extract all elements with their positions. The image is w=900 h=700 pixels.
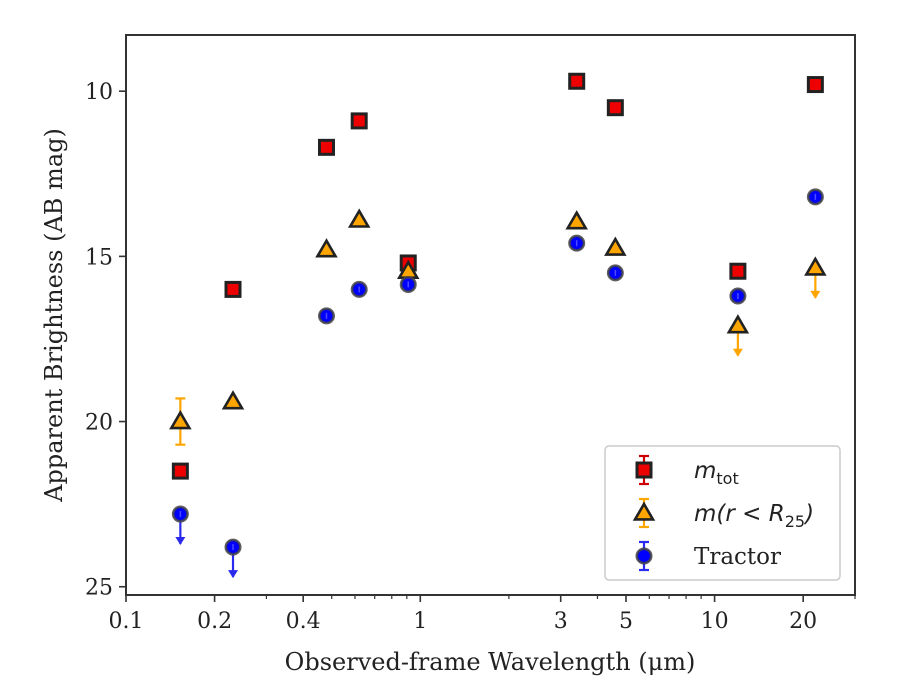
x-axis-label: Observed-frame Wavelength (μm) [285, 648, 696, 676]
y-tick-label: 15 [85, 245, 113, 270]
y-tick-label: 25 [85, 576, 113, 601]
x-tick-label: 5 [619, 609, 633, 634]
series-1-point [565, 210, 588, 230]
series-2-point-upper-limit-head [228, 570, 239, 579]
data-marks [169, 72, 827, 579]
series-1-point-upper-limit-head [732, 348, 743, 357]
series-1-point [726, 314, 750, 334]
legend-label-1: m(r < R25) [694, 501, 814, 531]
series-1-point-upper-limit-head [810, 290, 821, 299]
legend-label-0: mtot [694, 458, 739, 488]
series-0-point [729, 262, 747, 280]
x-tick-label: 3 [554, 609, 568, 634]
y-axis-label: Apparent Brightness (AB mag) [40, 128, 68, 503]
series-1 [169, 208, 827, 446]
series-1-point [804, 256, 827, 276]
series-1-point [315, 238, 338, 258]
series-0-point [606, 99, 624, 117]
series-0-point [350, 112, 368, 130]
legend-label-2: Tractor [694, 544, 781, 570]
series-0 [171, 72, 824, 480]
legend-marker-1 [632, 501, 656, 521]
x-tick-label: 1 [413, 609, 427, 634]
series-0-point [171, 462, 189, 480]
legend-marker-2 [635, 547, 653, 565]
series-0-point [317, 138, 335, 156]
x-tick-label: 10 [701, 609, 729, 634]
x-tick-label: 0.2 [197, 609, 232, 634]
series-1-point [221, 390, 245, 410]
x-tick-label: 20 [789, 609, 817, 634]
series-2-point-upper-limit-head [175, 537, 186, 546]
axis-ticks: 0.1 0.2 0.4 1 3 5 10 20 10 15 20 25 [85, 80, 856, 634]
y-tick-label: 20 [85, 411, 113, 436]
series-0-point [806, 76, 824, 94]
x-tick-label: 0.4 [286, 609, 321, 634]
legend: mtot m(r < R25) Tractor [604, 445, 841, 581]
series-0-point [224, 280, 242, 298]
series-1-point [604, 236, 627, 256]
y-tick-label: 10 [85, 80, 113, 105]
plot-frame [125, 34, 856, 596]
series-1-point [169, 409, 192, 430]
legend-frame [604, 445, 841, 581]
series-0-point [568, 72, 586, 90]
series-1-point [347, 208, 371, 228]
legend-marker-0 [635, 461, 653, 479]
x-tick-label: 0.1 [109, 609, 144, 634]
series-2 [171, 188, 824, 579]
